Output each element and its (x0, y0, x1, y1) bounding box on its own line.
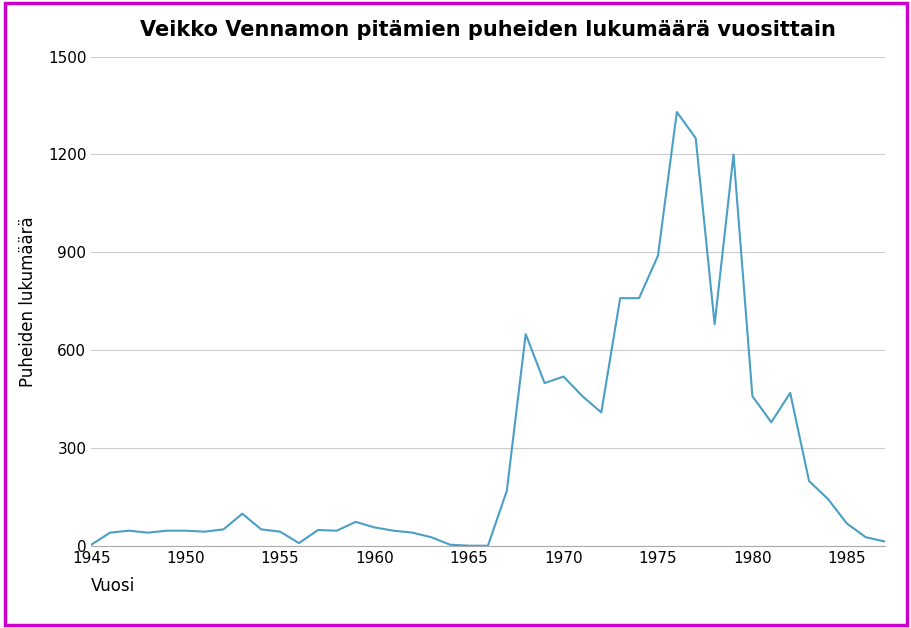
X-axis label: Vuosi: Vuosi (91, 577, 136, 595)
Title: Veikko Vennamon pitämien puheiden lukumäärä vuosittain: Veikko Vennamon pitämien puheiden lukumä… (139, 19, 835, 40)
Y-axis label: Puheiden lukumäärä: Puheiden lukumäärä (19, 216, 36, 387)
